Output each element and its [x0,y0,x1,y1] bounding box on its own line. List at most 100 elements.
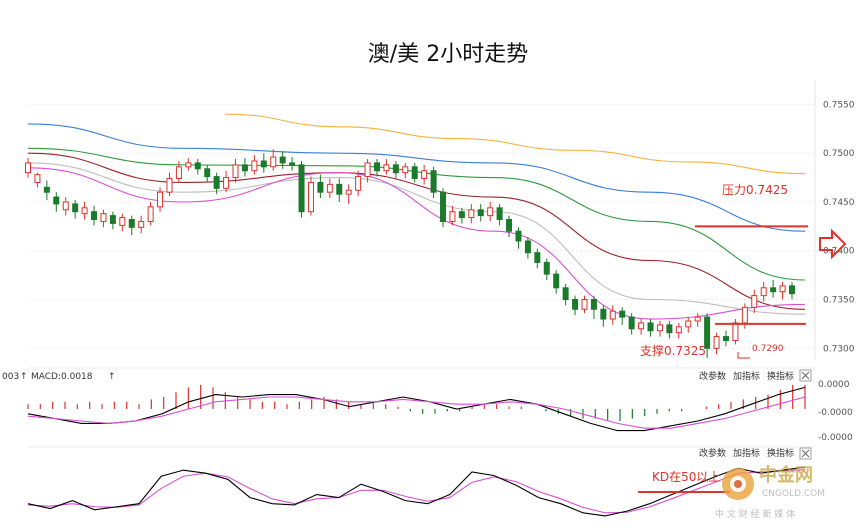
candle [524,240,531,254]
candle [487,207,494,217]
candle [260,160,267,168]
candle [128,219,135,228]
candle [430,170,437,193]
macd-tick-label: -0.0000 [818,433,853,443]
add-indicator-button[interactable]: 加指标 [733,370,760,382]
candle [298,164,305,213]
candle [694,316,701,322]
switch-indicator-button[interactable]: 换指标 [767,370,794,382]
macd-tick-label: 0.0000 [818,380,850,390]
macd-panel: 003 ↑ MACD:0.0018 ↑ 改参数 加指标 换指标 0.0000 -0… [2,367,853,443]
candle [175,166,182,180]
candle [609,310,616,320]
candle [751,295,758,308]
candle [345,189,352,195]
candle [638,322,645,330]
switch-indicator-button-kd[interactable]: 换指标 [767,447,794,459]
candle [336,183,343,195]
candle [223,177,230,189]
candle [317,181,324,193]
kd-panel: 改参数 加指标 换指标 KD在50以上 [27,446,815,517]
candle [468,209,475,219]
candle [411,166,418,180]
candle [741,306,748,324]
moving-average-line [224,113,806,175]
candle [553,273,560,289]
candle [147,206,154,222]
support-label: 支撑0.7325 [640,343,706,358]
candle [572,299,579,310]
kd-d-line [27,468,806,514]
candle [392,164,399,174]
moving-average-line [27,147,806,281]
candle [100,213,107,222]
brand-watermark: 中金网 CNGOLD.COM 中 文 财 经 新 媒 体 [715,464,825,520]
candle [138,220,145,228]
candle [619,310,626,318]
moving-average-line [27,123,806,232]
candle [279,156,286,164]
chart-title: 澳/美 2小时走势 [368,42,528,67]
y-tick-label: 0.7300 [823,344,855,354]
candle [458,211,465,219]
candle [72,203,79,213]
candle [713,336,720,349]
candle [355,176,362,191]
add-indicator-button-kd[interactable]: 加指标 [733,447,760,459]
close-icon-kd[interactable] [799,447,812,460]
candle [722,336,729,341]
brand-tagline: 中 文 财 经 新 媒 体 [715,508,795,520]
macd-dea-line [27,396,806,429]
candle [666,324,673,334]
candle [53,196,60,205]
candle [770,287,777,293]
y-tick-label: 0.7550 [823,100,855,110]
brand-site: CNGOLD.COM [762,489,825,499]
resistance-label: 压力0.7425 [722,183,788,197]
candle [760,287,767,297]
change-params-button[interactable]: 改参数 [699,370,726,382]
candle [326,183,333,193]
y-tick-label: 0.7500 [823,149,855,159]
candle [213,176,220,189]
candle [562,287,569,301]
candle [157,191,164,208]
macd-dif-line [27,386,806,432]
candle [43,186,50,193]
candle [109,215,116,224]
candle [656,324,663,332]
candle [383,164,390,172]
candle [241,164,248,172]
candle [496,207,503,221]
candle [515,230,522,242]
candle [506,219,513,232]
candle [81,207,88,215]
y-tick-label: 0.7450 [823,198,855,208]
arrow-right-icon [819,228,847,260]
kd-k-line [27,466,806,517]
low-label: 0.7290 [752,344,784,354]
candle [25,162,31,174]
macd-arrow-icon-2: ↑ [108,372,116,382]
candle [534,252,541,263]
brand-name: 中金网 [759,464,813,486]
candle [732,322,739,341]
candle [590,299,597,310]
candle [685,320,692,328]
candle [477,209,484,217]
candle [232,164,239,179]
candle [270,156,277,168]
candle [704,316,711,349]
close-icon[interactable] [799,369,812,382]
kd-annotation: KD在50以上 [652,470,720,484]
candle [307,181,314,213]
change-params-button-kd[interactable]: 改参数 [699,447,726,459]
candle [251,160,258,172]
candle [91,211,98,221]
macd-arrow-icon: ↑ [20,372,28,382]
candle [373,162,380,172]
candle [34,174,41,183]
y-tick-label: 0.7350 [823,296,855,306]
moving-average-line [27,167,806,320]
